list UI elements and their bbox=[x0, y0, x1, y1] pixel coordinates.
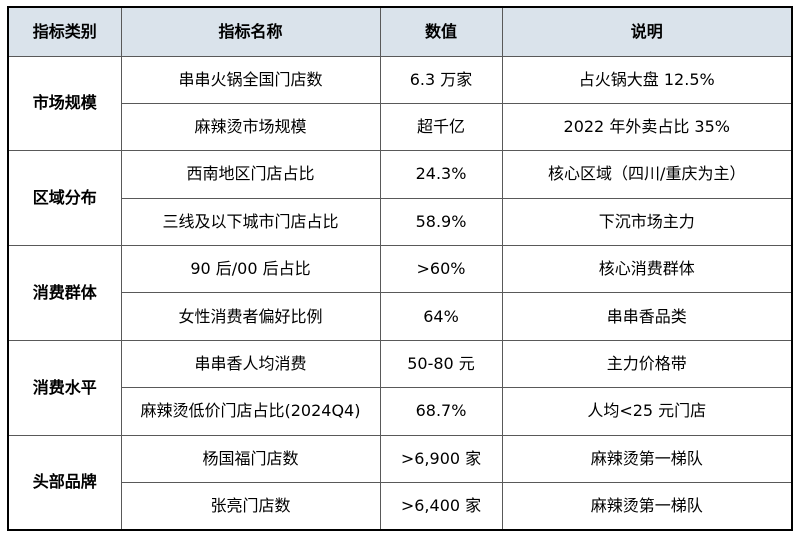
note-cell: 下沉市场主力 bbox=[501, 197, 793, 247]
value-cell: >6,900 家 bbox=[379, 434, 503, 484]
note-cell: 占火锅大盘 12.5% bbox=[501, 55, 793, 104]
value-cell: >6,400 家 bbox=[379, 482, 503, 531]
note-cell: 核心区域（四川/重庆为主） bbox=[501, 150, 793, 199]
value-cell: 58.9% bbox=[379, 197, 503, 247]
indicator-name-cell: 麻辣烫低价门店占比(2024Q4) bbox=[120, 387, 381, 436]
table-row: 三线及以下城市门店占比 58.9% 下沉市场主力 bbox=[8, 197, 793, 247]
header-row: 指标类别 指标名称 数值 说明 bbox=[7, 6, 793, 57]
indicator-name-cell: 张亮门店数 bbox=[120, 482, 381, 531]
note-cell: 麻辣烫第一梯队 bbox=[501, 482, 793, 531]
note-cell: 串串香品类 bbox=[501, 292, 793, 341]
indicator-name-cell: 杨国福门店数 bbox=[120, 434, 381, 484]
indicator-name-cell: 串串香人均消费 bbox=[120, 339, 381, 389]
table-row: 张亮门店数 >6,400 家 麻辣烫第一梯队 bbox=[8, 482, 793, 531]
category-cell: 头部品牌 bbox=[7, 434, 122, 531]
header-cell-name: 指标名称 bbox=[120, 6, 381, 57]
indicator-name-cell: 女性消费者偏好比例 bbox=[120, 292, 381, 341]
value-cell: 50-80 元 bbox=[379, 339, 503, 389]
note-cell: 2022 年外卖占比 35% bbox=[501, 102, 793, 152]
indicator-table-container: 指标类别 指标名称 数值 说明 市场规模 串串火锅全国门店数 6.3 万家 占火… bbox=[7, 6, 793, 531]
table-row: 市场规模 串串火锅全国门店数 6.3 万家 占火锅大盘 12.5% bbox=[7, 55, 793, 152]
category-cell: 消费群体 bbox=[7, 245, 122, 341]
indicator-table: 指标类别 指标名称 数值 说明 市场规模 串串火锅全国门店数 6.3 万家 占火… bbox=[7, 6, 793, 531]
table-row: 头部品牌 杨国福门店数 >6,900 家 麻辣烫第一梯队 bbox=[7, 434, 793, 531]
header-cell-category: 指标类别 bbox=[7, 6, 122, 57]
table-row: 消费群体 90 后/00 后占比 >60% 核心消费群体 bbox=[7, 245, 793, 341]
value-cell: 超千亿 bbox=[379, 102, 503, 152]
indicator-name-cell: 西南地区门店占比 bbox=[120, 150, 381, 199]
table-row: 麻辣烫市场规模 超千亿 2022 年外卖占比 35% bbox=[8, 102, 793, 152]
header-cell-note: 说明 bbox=[501, 6, 793, 57]
category-cell: 市场规模 bbox=[7, 55, 122, 152]
table-row: 消费水平 串串香人均消费 50-80 元 主力价格带 bbox=[7, 339, 793, 436]
table-row: 区域分布 西南地区门店占比 24.3% 核心区域（四川/重庆为主） bbox=[7, 150, 793, 247]
value-cell: >60% bbox=[379, 245, 503, 294]
category-cell: 区域分布 bbox=[7, 150, 122, 247]
value-cell: 64% bbox=[379, 292, 503, 341]
indicator-name-cell: 90 后/00 后占比 bbox=[120, 245, 381, 294]
note-cell: 核心消费群体 bbox=[501, 245, 793, 294]
indicator-name-cell: 麻辣烫市场规模 bbox=[120, 102, 381, 152]
indicator-name-cell: 三线及以下城市门店占比 bbox=[120, 197, 381, 247]
indicator-name-cell: 串串火锅全国门店数 bbox=[120, 55, 381, 104]
value-cell: 68.7% bbox=[379, 387, 503, 436]
note-cell: 主力价格带 bbox=[501, 339, 793, 389]
note-cell: 人均<25 元门店 bbox=[501, 387, 793, 436]
header-cell-value: 数值 bbox=[379, 6, 503, 57]
value-cell: 24.3% bbox=[379, 150, 503, 199]
table-row: 麻辣烫低价门店占比(2024Q4) 68.7% 人均<25 元门店 bbox=[8, 387, 793, 436]
table-row: 女性消费者偏好比例 64% 串串香品类 bbox=[8, 292, 793, 341]
note-cell: 麻辣烫第一梯队 bbox=[501, 434, 793, 484]
category-cell: 消费水平 bbox=[7, 339, 122, 436]
value-cell: 6.3 万家 bbox=[379, 55, 503, 104]
